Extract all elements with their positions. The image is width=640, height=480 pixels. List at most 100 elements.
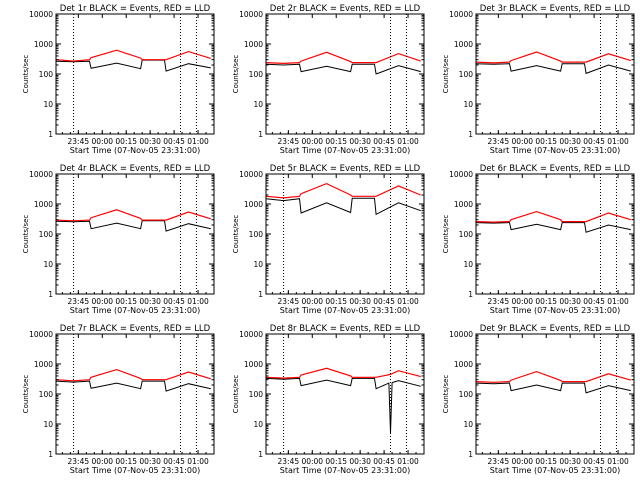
panel-1-xtick-label: 00:30	[139, 137, 161, 146]
panel-9-xtick-label: 01:00	[607, 457, 629, 466]
panel-2-title: Det 2r BLACK = Events, RED = LLD	[270, 4, 421, 14]
panel-2-xtick-label: 00:45	[373, 137, 395, 146]
panel-5-xtick-label: 01:00	[397, 297, 419, 306]
panel-2-xtick-label: 00:15	[325, 137, 347, 146]
panel-4-ytick-label: 10	[43, 260, 53, 269]
panel-8-xtick-label: 01:00	[397, 457, 419, 466]
panel-3-xtick-label: 01:00	[607, 137, 629, 146]
panel-6-title: Det 6r BLACK = Events, RED = LLD	[480, 164, 631, 174]
panel-1-ylabel: Counts/sec	[22, 55, 30, 94]
panel-7-xtick-label: 00:30	[139, 457, 161, 466]
panel-3-ytick-label: 1	[468, 130, 473, 139]
panel-7-series-lld	[55, 368, 211, 382]
panel-8-ytick-label: 1000	[244, 360, 263, 369]
panel-8-series-events	[265, 377, 421, 434]
panel-1-ytick-label: 10	[43, 100, 53, 109]
panel-6-xtick-label: 23:45	[488, 297, 510, 306]
panel-4-xtick-label: 23:45	[68, 297, 90, 306]
panel-7-ytick-label: 10	[43, 420, 53, 429]
panel-5-title: Det 5r BLACK = Events, RED = LLD	[270, 164, 421, 174]
panel-9-series-lld	[475, 370, 631, 383]
panel-6-ytick-label: 10	[463, 260, 473, 269]
panel-5-ytick-label: 1	[258, 290, 263, 299]
panel-3-ytick-label: 1000	[454, 40, 473, 49]
panel-8-xtick-label: 00:15	[325, 457, 347, 466]
panel-3-xtick-label: 00:30	[559, 137, 581, 146]
panel-1-xtick-label: 00:45	[163, 137, 185, 146]
panel-4-xlabel: Start Time (07-Nov-05 23:31:00)	[70, 306, 200, 315]
panel-7-series-events	[55, 380, 211, 392]
panel-8-xtick-label: 00:30	[349, 457, 371, 466]
panel-6-xtick-label: 00:00	[511, 297, 533, 306]
panel-4-xtick-label: 00:15	[115, 297, 137, 306]
panel-4-xtick-label: 00:00	[91, 297, 113, 306]
panel-5-ytick-label: 10000	[239, 170, 263, 179]
panel-4-xtick-label: 00:30	[139, 297, 161, 306]
panel-6-series-lld	[475, 210, 631, 223]
panel-2-ylabel: Counts/sec	[232, 55, 240, 94]
panel-1-xtick-label: 01:00	[187, 137, 209, 146]
panel-1-xtick-label: 00:15	[115, 137, 137, 146]
panel-5-xtick-label: 00:30	[349, 297, 371, 306]
panel-8-title: Det 8r BLACK = Events, RED = LLD	[270, 324, 421, 334]
panel-2-ytick-label: 1	[258, 130, 263, 139]
panel-7-ytick-label: 1000	[34, 360, 53, 369]
panel-3-plot-frame	[475, 13, 635, 135]
panel-8-xtick-label: 23:45	[278, 457, 300, 466]
panel-8-ytick-label: 10000	[239, 330, 263, 339]
panel-2-ytick-label: 100	[249, 70, 264, 79]
panel-4-ytick-label: 1	[48, 290, 53, 299]
panel-3-ytick-label: 10000	[449, 10, 473, 19]
panel-9-series-events	[475, 382, 631, 394]
panel-3-series-events	[475, 63, 631, 75]
panel-5-xtick-label: 00:45	[373, 297, 395, 306]
panel-4-series-lld	[55, 209, 211, 222]
panel-4-ytick-label: 100	[39, 230, 54, 239]
panel-2: Det 2r BLACK = Events, RED = LLD 1 10 100 10…	[232, 4, 425, 155]
panel-1-series-events	[55, 59, 211, 72]
panel-4-xtick-label: 01:00	[187, 297, 209, 306]
panel-3-ytick-label: 100	[459, 70, 474, 79]
panel-5-series-events	[265, 197, 421, 216]
panel-1-title: Det 1r BLACK = Events, RED = LLD	[60, 4, 211, 14]
panel-2-xlabel: Start Time (07-Nov-05 23:31:00)	[280, 146, 410, 155]
panel-7-xtick-label: 01:00	[187, 457, 209, 466]
panel-2-xtick-label: 01:00	[397, 137, 419, 146]
panel-8-xtick-label: 00:45	[373, 457, 395, 466]
panel-8-ytick-label: 1	[258, 450, 263, 459]
panel-9-ytick-label: 1000	[454, 360, 473, 369]
panel-2-xtick-label: 00:30	[349, 137, 371, 146]
panel-5-ylabel: Counts/sec	[232, 215, 240, 254]
panel-3-title: Det 3r BLACK = Events, RED = LLD	[480, 4, 631, 14]
panel-9-ytick-label: 10000	[449, 330, 473, 339]
panel-9-ytick-label: 10	[463, 420, 473, 429]
panel-6-xtick-label: 01:00	[607, 297, 629, 306]
panel-6: Det 6r BLACK = Events, RED = LLD 1 10 100 10…	[442, 164, 635, 315]
panel-3-xtick-label: 00:00	[511, 137, 533, 146]
panel-4-ylabel: Counts/sec	[22, 215, 30, 254]
panel-1-plot-frame	[55, 13, 215, 135]
panel-2-series-lld	[265, 51, 421, 65]
panel-7-plot-frame	[55, 333, 215, 455]
panel-9: Det 9r BLACK = Events, RED = LLD 1 10 100 10…	[442, 324, 635, 475]
panel-4-xtick-label: 00:45	[163, 297, 185, 306]
panel-2-xtick-label: 00:00	[301, 137, 323, 146]
panel-5-xtick-label: 23:45	[278, 297, 300, 306]
panel-6-xtick-label: 00:15	[535, 297, 557, 306]
panel-2-ytick-label: 10000	[239, 10, 263, 19]
panel-3-ylabel: Counts/sec	[442, 55, 450, 94]
panel-7-xtick-label: 00:15	[115, 457, 137, 466]
panel-2-ytick-label: 1000	[244, 40, 263, 49]
panel-2-plot-frame	[265, 13, 425, 135]
panel-9-xtick-label: 00:15	[535, 457, 557, 466]
panel-6-plot-frame	[475, 173, 635, 295]
panel-6-xtick-label: 00:45	[583, 297, 605, 306]
panel-7-xlabel: Start Time (07-Nov-05 23:31:00)	[70, 466, 200, 475]
panel-8-xlabel: Start Time (07-Nov-05 23:31:00)	[280, 466, 410, 475]
panel-4-ytick-label: 1000	[34, 200, 53, 209]
panel-3-series-lld	[475, 51, 631, 64]
panel-9-xtick-label: 00:00	[511, 457, 533, 466]
panel-2-ytick-label: 10	[253, 100, 263, 109]
panel-9-xlabel: Start Time (07-Nov-05 23:31:00)	[490, 466, 620, 475]
